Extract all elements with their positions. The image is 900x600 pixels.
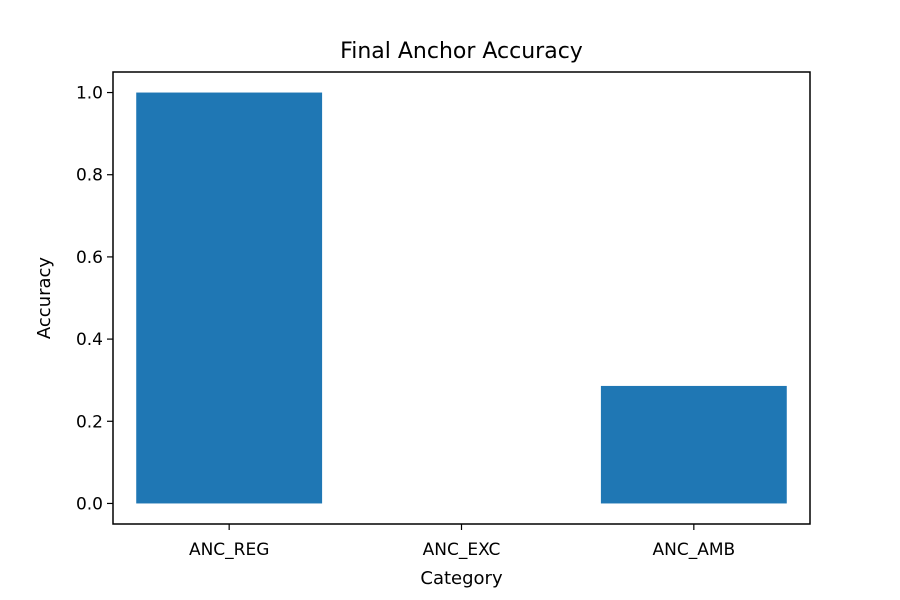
- chart-title: Final Anchor Accuracy: [340, 39, 583, 64]
- x-tick-label: ANC_AMB: [652, 540, 735, 560]
- x-tick-label: ANC_REG: [189, 540, 269, 560]
- y-tick-label: 0.0: [76, 494, 103, 514]
- y-tick-label: 1.0: [76, 84, 103, 104]
- y-tick-label: 0.4: [76, 330, 103, 350]
- bar-anc-reg: [136, 92, 323, 504]
- y-axis-ticks: 0.0 0.2 0.4 0.6 0.8 1.0: [76, 84, 113, 514]
- x-axis-label: Category: [420, 568, 503, 589]
- x-axis-ticks: ANC_REG ANC_EXC ANC_AMB: [189, 524, 735, 560]
- y-tick-label: 0.8: [76, 166, 103, 186]
- y-axis-label: Accuracy: [34, 257, 55, 340]
- y-tick-label: 0.6: [76, 248, 103, 268]
- bar-anc-amb: [600, 385, 787, 504]
- y-tick-label: 0.2: [76, 412, 103, 432]
- bars-group: [136, 92, 787, 504]
- x-tick-label: ANC_EXC: [423, 540, 501, 560]
